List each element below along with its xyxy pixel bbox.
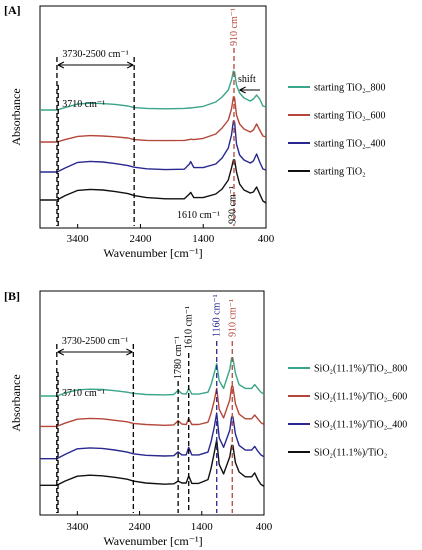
panel-b-label-1780: 1780 cm⁻¹ [173,336,184,379]
panel-b-series-line-3 [40,439,265,487]
panel-a-shift-arrow-head [239,86,246,94]
panel-a: [A] Absorbance 3400 2400 1400 400 3730-2500… [4,3,386,260]
panel-b-label: [B] [4,289,20,303]
panel-b-ylabel: Absorbance [9,374,23,431]
panel-b-x-tick-label: 2400 [129,521,152,533]
panel-a-legend-label-1: starting TiO₂_600 [314,111,386,122]
panel-b-legend-label-3: SiO₂(11.1%)/TiO₂ [314,448,387,459]
panel-a-x-tick-label: 400 [258,233,275,245]
panel-b-legend-label-1: SiO₂(11.1%)/TiO₂_600 [314,392,407,403]
panel-b-plot-frame [39,290,265,516]
panel-a-label-3710: 3710 cm⁻¹ [62,99,105,110]
panel-b-range-arrow-head-left [57,348,65,356]
panel-a-legend-label-3: starting TiO₂ [314,167,366,178]
panel-b-range-label: 3730-2500 cm⁻¹ [62,336,128,347]
panel-a-label-1610: 1610 cm⁻¹ [177,210,220,221]
panel-a-range-arrow-head-left [57,61,65,69]
panel-b-label-1160: 1160 cm⁻¹ [212,294,223,337]
panel-a-plot-frame [39,5,267,229]
panel-b-label-910: 910 cm⁻¹ [227,299,238,337]
panel-a-range-label: 3730-2500 cm⁻¹ [62,49,128,60]
panel-b-label-3710: 3710 cm⁻¹ [62,388,105,399]
panel-a-legend-label-2: starting TiO₂_400 [314,139,386,150]
panel-a-series-line-2 [40,120,267,173]
panel-b-series-line-2 [40,412,265,460]
panel-b-x-tick-label: 1400 [191,521,214,533]
panel-a-label-930: 930 cm⁻¹ [228,186,239,224]
panel-b: [B] Absorbance 3400 2400 1400 400 3730-2500… [4,289,407,548]
panel-a-series-line-1 [40,96,267,143]
panel-b-legend-label-0: SiO₂(11.1%)/TiO₂_800 [314,364,407,375]
panel-a-series-line-3 [40,159,267,204]
panel-a-range-arrow-head-right [126,61,134,69]
panel-b-label-1610: 1610 cm⁻¹ [184,306,195,349]
panel-a-shift-label: shift [238,74,256,85]
panel-b-xlabel: Wavenumber [cm⁻¹] [103,534,202,548]
panel-a-x-tick-label: 1400 [192,233,215,245]
panel-a-legend-label-0: starting TiO₂_800 [314,83,386,94]
panel-a-label: [A] [4,3,21,17]
panel-b-series-line-1 [40,385,265,428]
panel-a-series-line-0 [40,70,267,111]
panel-b-range-arrow-head-right [126,348,133,356]
panel-a-label-910: 910 cm⁻¹ [229,8,240,46]
panel-b-x-tick-label: 3400 [66,521,89,533]
panel-b-series-line-0 [40,357,265,397]
panel-a-x-tick-label: 2400 [129,233,152,245]
panel-a-x-tick-label: 3400 [67,233,90,245]
panel-b-legend-label-2: SiO₂(11.1%)/TiO₂_400 [314,420,407,431]
panel-a-ylabel: Absorbance [9,88,23,145]
panel-a-xlabel: Wavenumber [cm⁻¹] [103,246,202,260]
panel-b-x-tick-label: 400 [256,521,273,533]
